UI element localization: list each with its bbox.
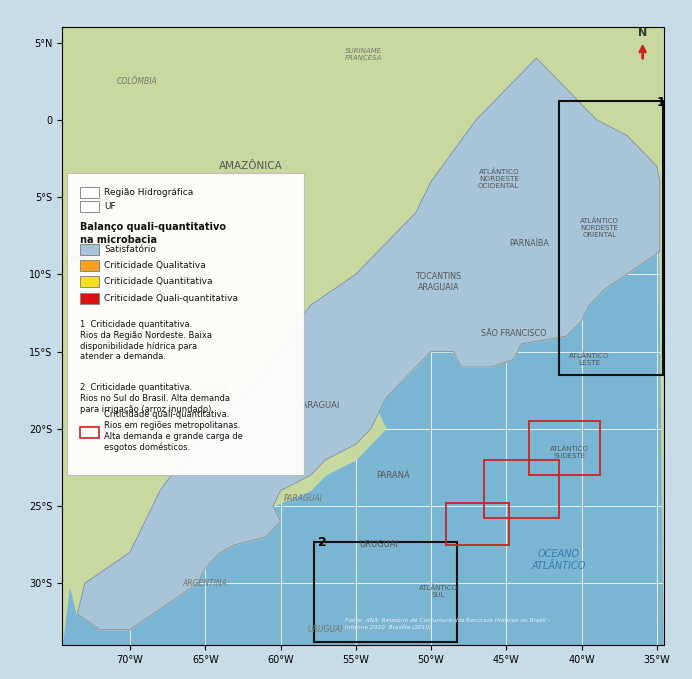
Text: URUGUAI: URUGUAI	[359, 540, 398, 549]
Text: N: N	[638, 29, 647, 38]
Text: PERU: PERU	[67, 255, 87, 263]
Bar	[529, 421, 599, 475]
Text: Satisfatório: Satisfatório	[104, 245, 156, 254]
FancyBboxPatch shape	[80, 260, 99, 271]
Text: Criticidade Qualitativa: Criticidade Qualitativa	[104, 261, 206, 270]
Text: Fonte: ANA. Relatório de Conjuntura dos Recursos Hídricos no Brasil –
Informe 20: Fonte: ANA. Relatório de Conjuntura dos …	[345, 618, 551, 629]
Text: URUGUAI: URUGUAI	[308, 625, 343, 634]
FancyBboxPatch shape	[80, 201, 99, 213]
Text: BOLÍVIA: BOLÍVIA	[197, 386, 228, 394]
Text: 2: 2	[318, 536, 327, 549]
FancyBboxPatch shape	[67, 173, 304, 475]
Text: PARNAÍBA: PARNAÍBA	[509, 239, 549, 248]
Text: ATLÂNTICO
SUDESTE: ATLÂNTICO SUDESTE	[550, 445, 589, 459]
Text: ARGENTINA: ARGENTINA	[183, 579, 228, 588]
Text: COLÔMBIA: COLÔMBIA	[117, 77, 158, 86]
Text: Balanço quali-quantitativo
na microbacia: Balanço quali-quantitativo na microbacia	[80, 223, 226, 245]
FancyBboxPatch shape	[80, 187, 99, 198]
Bar	[484, 460, 559, 518]
FancyBboxPatch shape	[80, 276, 99, 287]
Text: 2  Criticidade quantitativa.
Rios no Sul do Brasil. Alta demanda
para irrigação : 2 Criticidade quantitativa. Rios no Sul …	[80, 383, 230, 414]
Text: ATLÂNTICO
SUL: ATLÂNTICO SUL	[419, 584, 458, 598]
Text: Criticidade Quantitativa: Criticidade Quantitativa	[104, 278, 213, 287]
Bar	[446, 503, 509, 545]
Text: SÃO FRANCISCO: SÃO FRANCISCO	[481, 329, 547, 337]
Polygon shape	[78, 58, 659, 629]
Text: TOCANTINS
ARAGUAIA: TOCANTINS ARAGUAIA	[415, 272, 462, 292]
Text: 1  Criticidade quantitativa.
Rios da Região Nordeste. Baixa
disponibilidade hídr: 1 Criticidade quantitativa. Rios da Regi…	[80, 320, 212, 361]
Text: ATLÂNTICO
NORDESTE
ORIENTAL: ATLÂNTICO NORDESTE ORIENTAL	[580, 218, 619, 238]
Text: ATLÂNTICO
LESTE: ATLÂNTICO LESTE	[569, 352, 610, 366]
Text: Região Hidrográfica: Região Hidrográfica	[104, 188, 194, 198]
Text: ATLÂNTICO
NORDESTE
OCIDENTAL: ATLÂNTICO NORDESTE OCIDENTAL	[478, 168, 520, 189]
FancyBboxPatch shape	[80, 244, 99, 255]
Text: AMAZÔNICA: AMAZÔNICA	[219, 161, 282, 171]
Text: 1: 1	[657, 96, 666, 109]
Text: PARAGUAI: PARAGUAI	[297, 401, 339, 410]
Bar	[313, 542, 457, 642]
Bar	[559, 101, 663, 375]
Polygon shape	[62, 27, 664, 645]
Text: PARAGUAI: PARAGUAI	[284, 494, 322, 503]
FancyBboxPatch shape	[80, 293, 99, 304]
Text: OCEANO
ATLÂNTICO: OCEANO ATLÂNTICO	[531, 549, 586, 571]
Text: PARANÁ: PARANÁ	[376, 471, 410, 479]
Text: Criticidade quali-quantitativa.
Rios em regiões metropolitanas.
Alta demanda e g: Criticidade quali-quantitativa. Rios em …	[104, 410, 244, 452]
Text: Criticidade Quali-quantitativa: Criticidade Quali-quantitativa	[104, 294, 239, 303]
Text: SURINAME
FRANCESA: SURINAME FRANCESA	[345, 48, 382, 62]
Text: UF: UF	[104, 202, 116, 211]
